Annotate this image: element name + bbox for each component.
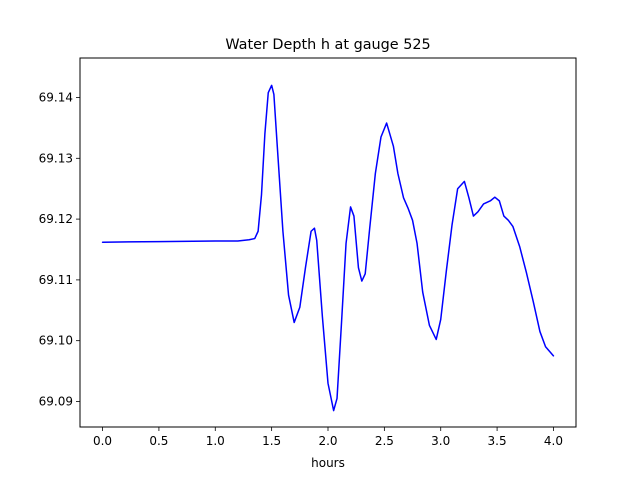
y-tick-label: 69.13 bbox=[39, 151, 73, 165]
x-tick-label: 2.0 bbox=[318, 434, 337, 448]
y-tick-label: 69.09 bbox=[39, 394, 73, 408]
x-tick-label: 3.5 bbox=[488, 434, 507, 448]
x-tick-label: 4.0 bbox=[544, 434, 563, 448]
y-tick-label: 69.14 bbox=[39, 91, 73, 105]
x-axis: 0.0 0.5 1.0 1.5 2.0 2.5 3.0 3.5 4.0 bbox=[93, 427, 563, 448]
y-tick-label: 69.12 bbox=[39, 212, 73, 226]
y-tick-label: 69.11 bbox=[39, 273, 73, 287]
x-tick-label: 0.5 bbox=[149, 434, 168, 448]
plot-area bbox=[101, 84, 555, 412]
x-tick-label: 1.5 bbox=[262, 434, 281, 448]
x-tick-label: 3.0 bbox=[431, 434, 450, 448]
x-tick-label: 0.0 bbox=[93, 434, 112, 448]
y-axis: 69.09 69.10 69.11 69.12 69.13 69.14 bbox=[39, 91, 80, 408]
y-tick-label: 69.10 bbox=[39, 334, 73, 348]
chart-title: Water Depth h at gauge 525 bbox=[225, 37, 430, 53]
x-tick-label: 1.0 bbox=[206, 434, 225, 448]
x-tick-label: 2.5 bbox=[375, 434, 394, 448]
series-line-0 bbox=[101, 84, 555, 412]
x-axis-label: hours bbox=[311, 456, 345, 470]
